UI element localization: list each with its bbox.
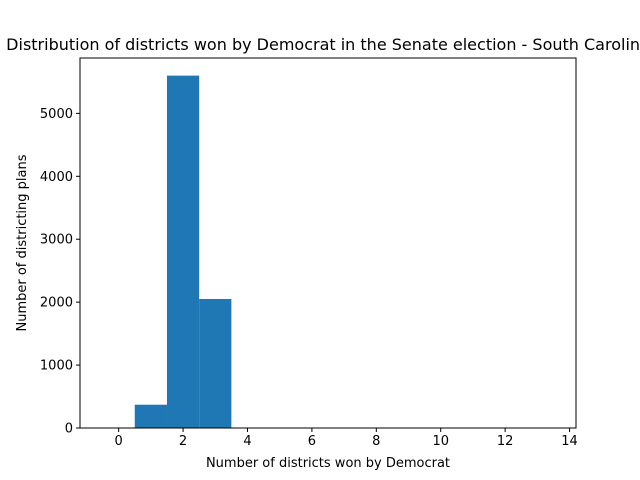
plot-frame: [79, 57, 577, 429]
x-tick-label: 0: [115, 434, 123, 449]
y-tick-label: 1000: [40, 359, 73, 374]
histogram-bar-2: [166, 75, 200, 428]
y-axis-ticks: 0 1000 2000 3000 4000 5000: [40, 107, 80, 437]
x-axis-ticks: 0 2 4 6 8 10 12 14: [115, 428, 578, 449]
x-tick-label: 8: [372, 434, 380, 449]
chart-title: Distribution of districts won by Democra…: [6, 35, 640, 54]
y-tick-label: 2000: [40, 296, 73, 311]
y-tick-label: 0: [65, 422, 73, 437]
x-tick-label: 14: [561, 434, 578, 449]
x-axis-label: Number of districts won by Democrat: [206, 456, 450, 471]
x-tick-label: 2: [179, 434, 187, 449]
histogram-bar-1: [134, 404, 167, 428]
histogram-bars: [134, 75, 232, 428]
histogram-bar-3: [199, 299, 232, 428]
x-tick-label: 12: [497, 434, 514, 449]
y-tick-label: 3000: [40, 233, 73, 248]
x-tick-label: 6: [308, 434, 316, 449]
x-tick-label: 4: [243, 434, 251, 449]
y-tick-label: 5000: [40, 107, 73, 122]
y-tick-label: 4000: [40, 170, 73, 185]
y-axis-label: Number of districting plans: [15, 154, 30, 331]
x-tick-label: 10: [432, 434, 449, 449]
